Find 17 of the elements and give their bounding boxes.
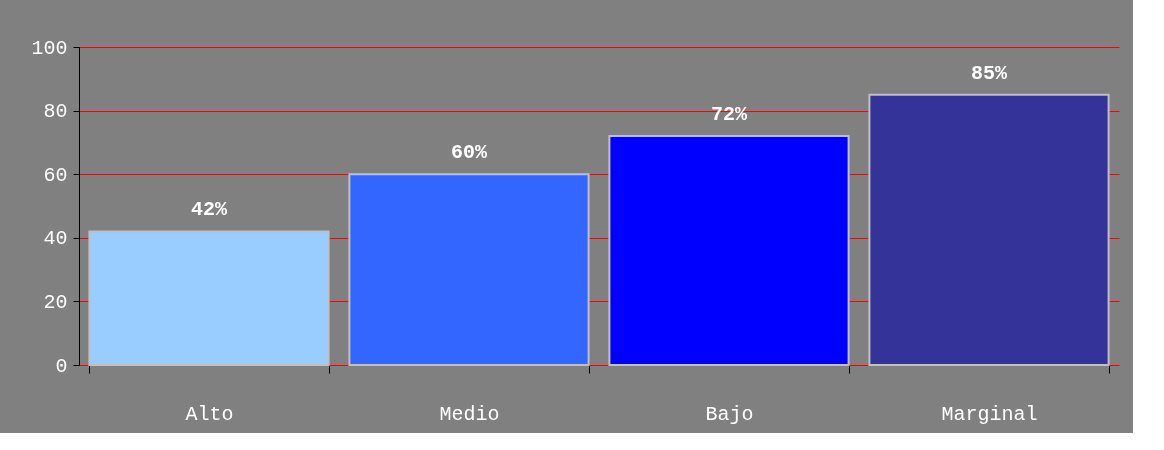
data-label: 42% [190, 198, 228, 222]
x-tick-label: Medio [439, 402, 500, 426]
y-tick-label: 20 [43, 290, 68, 314]
bar [348, 173, 590, 366]
y-tick-label: 80 [43, 100, 68, 124]
x-tick-label: Bajo [705, 402, 754, 426]
y-tick-label: 0 [55, 354, 68, 378]
x-tick-label: Marginal [941, 402, 1038, 426]
bar [868, 93, 1110, 366]
y-tick-label: 40 [43, 227, 68, 251]
x-tick-label: Alto [185, 402, 234, 426]
bar [608, 135, 850, 366]
y-tick-label: 60 [43, 163, 68, 187]
y-tick-label: 100 [31, 36, 68, 60]
data-label: 60% [450, 141, 488, 165]
data-label: 85% [970, 61, 1008, 85]
bar [88, 230, 330, 366]
